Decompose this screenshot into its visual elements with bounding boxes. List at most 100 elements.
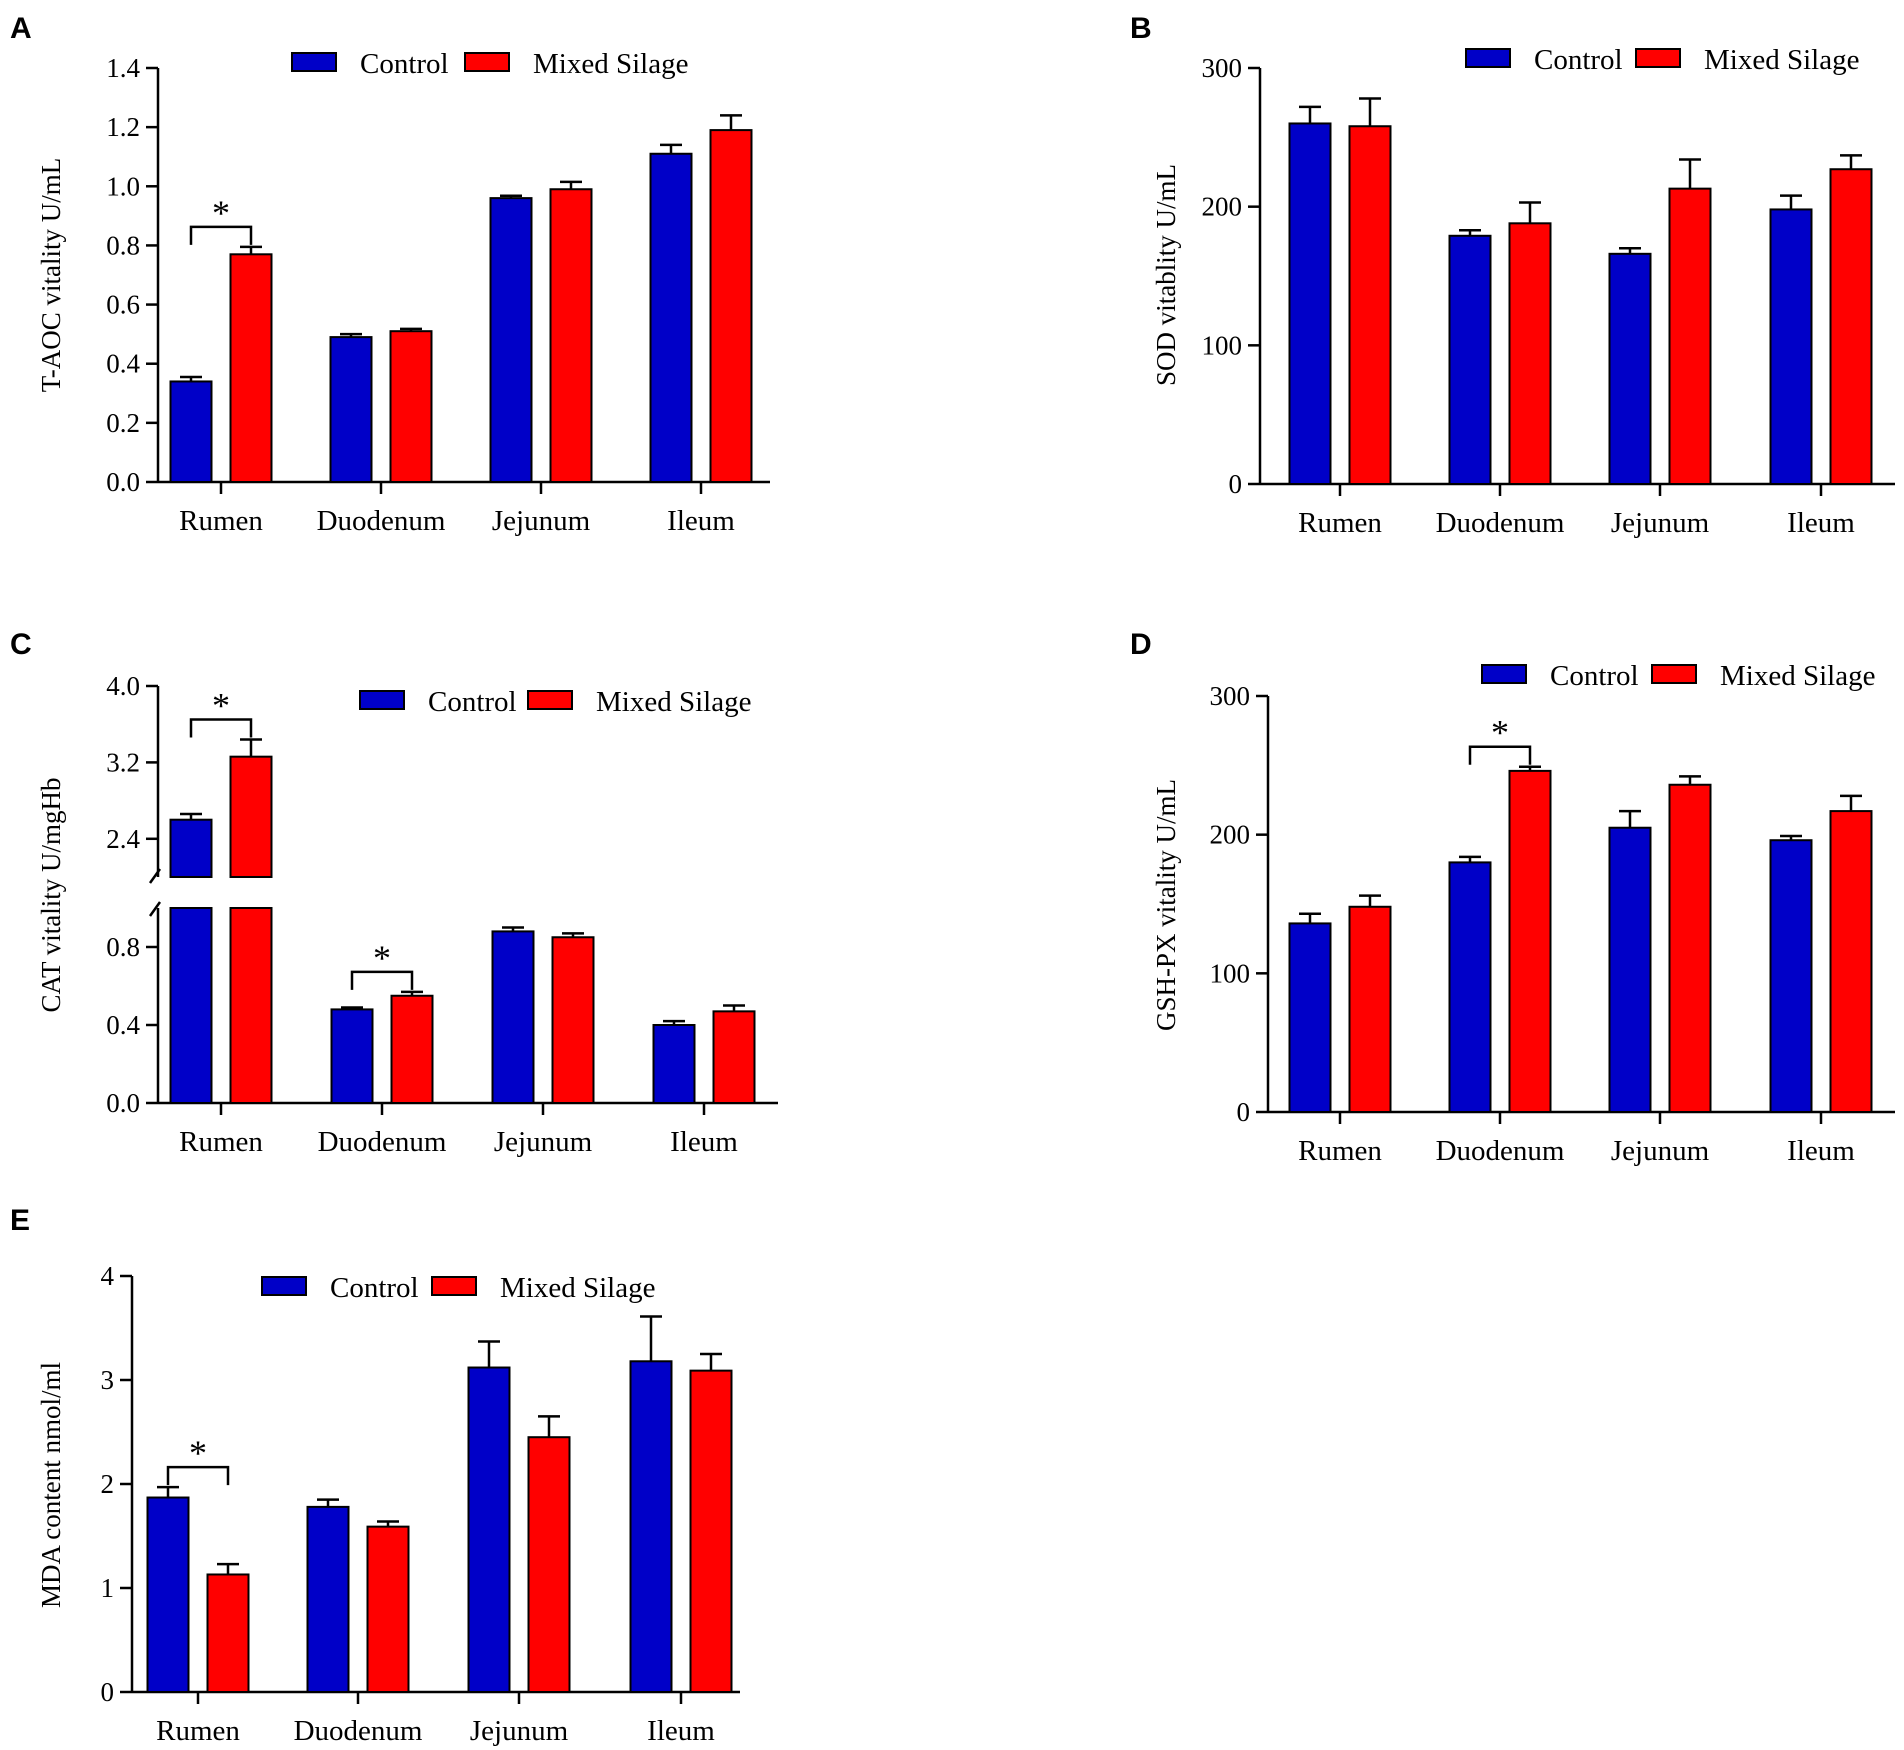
x-category-label: Ileum <box>647 1715 715 1747</box>
legend-swatch-control <box>359 690 405 710</box>
bar-control-duodenum <box>1448 861 1492 1114</box>
legend-label-control: Control <box>428 686 517 718</box>
legend-label-control: Control <box>360 48 449 80</box>
panel-letter: A <box>10 12 32 45</box>
bar-mixed-silage-duodenum <box>366 1525 410 1694</box>
chart-panel-b: B 0 100 200 300 SOD vitablity U/mL Rumen Duoden… <box>1130 12 1895 539</box>
x-category-label: Duodenum <box>1436 507 1565 539</box>
x-category-label: Jejunum <box>1611 1135 1710 1167</box>
bar-mixed-silage-ileum <box>689 1369 733 1693</box>
panel-letter: E <box>10 1204 30 1237</box>
y-tick-label: 4 <box>101 1261 115 1291</box>
y-tick-label: 3 <box>101 1365 115 1395</box>
legend-swatch-mixed-silage <box>1635 48 1681 68</box>
bar-control-jejunum <box>489 197 533 483</box>
y-tick-label: 0.0 <box>106 467 140 497</box>
bar-mixed-silage-jejunum <box>549 188 593 483</box>
legend-label-mixed-silage: Mixed Silage <box>1720 660 1875 692</box>
legend-swatch-mixed-silage <box>1651 664 1697 684</box>
y-tick-label: 300 <box>1210 681 1251 711</box>
bar-control-duodenum <box>1448 234 1492 485</box>
bar-mixed-silage-jejunum <box>551 936 595 1104</box>
y-tick-label: 200 <box>1202 192 1243 222</box>
significance-bracket <box>189 718 253 738</box>
x-category-label: Duodenum <box>1436 1135 1565 1167</box>
bar-control-jejunum <box>467 1366 511 1694</box>
y-tick-label: 2 <box>101 1469 115 1499</box>
y-tick-label: 0.0 <box>106 1088 140 1118</box>
bar-control-ileum <box>649 152 693 483</box>
bar-control-rumen <box>1288 122 1332 485</box>
y-axis-title: SOD vitablity U/mL <box>1151 164 1181 386</box>
y-tick-label: 200 <box>1210 820 1251 850</box>
significance-star: * <box>212 193 230 233</box>
axis-break-mark <box>148 901 162 917</box>
panel-letter: B <box>1130 12 1152 45</box>
x-category-label: Rumen <box>179 1126 263 1158</box>
axis-break-mark <box>148 868 162 884</box>
bar-mixed-silage-rumen <box>1348 125 1392 486</box>
bar-mixed-silage-ileum <box>1829 810 1873 1113</box>
panel-letter: C <box>10 628 32 661</box>
bar-mixed-silage-rumen <box>1348 905 1392 1113</box>
bar-mixed-silage-duodenum <box>1508 222 1552 485</box>
significance-star: * <box>373 938 391 978</box>
legend-swatch-control <box>1465 48 1511 68</box>
y-tick-label: 3.2 <box>106 747 140 777</box>
chart-panel-a: A 0.0 0.2 0.4 0.6 0.8 1.0 1.2 1.4 T-AOC vitality … <box>10 12 770 537</box>
legend-label-control: Control <box>1534 44 1623 76</box>
y-tick-label: 1.0 <box>106 171 140 201</box>
bar-control-rumen-upper <box>169 818 213 879</box>
bar-control-rumen-lower <box>169 907 213 1104</box>
x-category-label: Duodenum <box>294 1715 423 1747</box>
y-tick-label: 1.2 <box>106 112 140 142</box>
x-category-label: Duodenum <box>317 505 446 537</box>
bar-control-duodenum <box>330 1008 374 1105</box>
y-tick-label: 0.2 <box>106 408 140 438</box>
legend-label-control: Control <box>330 1272 419 1304</box>
x-category-label: Jejunum <box>470 1715 569 1747</box>
bar-mixed-silage-jejunum <box>527 1436 571 1693</box>
bar-mixed-silage-ileum <box>1829 168 1873 486</box>
legend-swatch-mixed-silage <box>527 690 573 710</box>
bar-mixed-silage-duodenum <box>389 330 433 483</box>
bar-mixed-silage-ileum <box>712 1010 756 1104</box>
bar-control-duodenum <box>306 1505 350 1693</box>
chart-panel-d: D 0 100 200 300 GSH-PX vitality U/mL Rumen Duod… <box>1130 628 1895 1167</box>
significance-bracket <box>189 225 253 245</box>
bar-mixed-silage-rumen-upper <box>229 755 273 878</box>
x-category-label: Jejunum <box>494 1126 593 1158</box>
x-category-label: Rumen <box>179 505 263 537</box>
y-axis-title: MDA content nmol/ml <box>36 1362 66 1608</box>
bar-control-jejunum <box>1608 252 1652 485</box>
significance-bracket <box>350 970 414 990</box>
y-axis-title: GSH-PX vitality U/mL <box>1151 779 1181 1031</box>
x-category-label: Jejunum <box>1611 507 1710 539</box>
x-category-label: Rumen <box>1298 507 1382 539</box>
panel-letter: D <box>1130 628 1152 661</box>
y-tick-label: 0.4 <box>106 349 140 379</box>
x-category-label: Ileum <box>1787 1135 1855 1167</box>
y-axis-title: CAT vitality U/mgHb <box>36 777 66 1012</box>
significance-star: * <box>1491 713 1509 753</box>
legend-swatch-mixed-silage <box>431 1276 477 1296</box>
bar-mixed-silage-duodenum <box>390 994 434 1104</box>
bar-mixed-silage-duodenum <box>1508 769 1552 1113</box>
y-tick-label: 300 <box>1202 53 1243 83</box>
bar-control-ileum <box>652 1024 696 1104</box>
y-axis-title: T-AOC vitality U/mL <box>36 158 66 393</box>
y-tick-label: 0.8 <box>106 230 140 260</box>
legend-swatch-control <box>291 52 337 72</box>
legend-swatch-mixed-silage <box>464 52 510 72</box>
y-tick-label: 4.0 <box>106 671 140 701</box>
legend-label-mixed-silage: Mixed Silage <box>596 686 751 718</box>
bar-control-ileum <box>629 1360 673 1694</box>
bar-control-ileum <box>1769 839 1813 1113</box>
y-tick-label: 0.8 <box>106 932 140 962</box>
bar-control-jejunum <box>1608 826 1652 1113</box>
x-category-label: Ileum <box>667 505 735 537</box>
y-tick-label: 2.4 <box>106 824 140 854</box>
legend-label-mixed-silage: Mixed Silage <box>1704 44 1859 76</box>
bar-mixed-silage-rumen <box>229 253 273 483</box>
